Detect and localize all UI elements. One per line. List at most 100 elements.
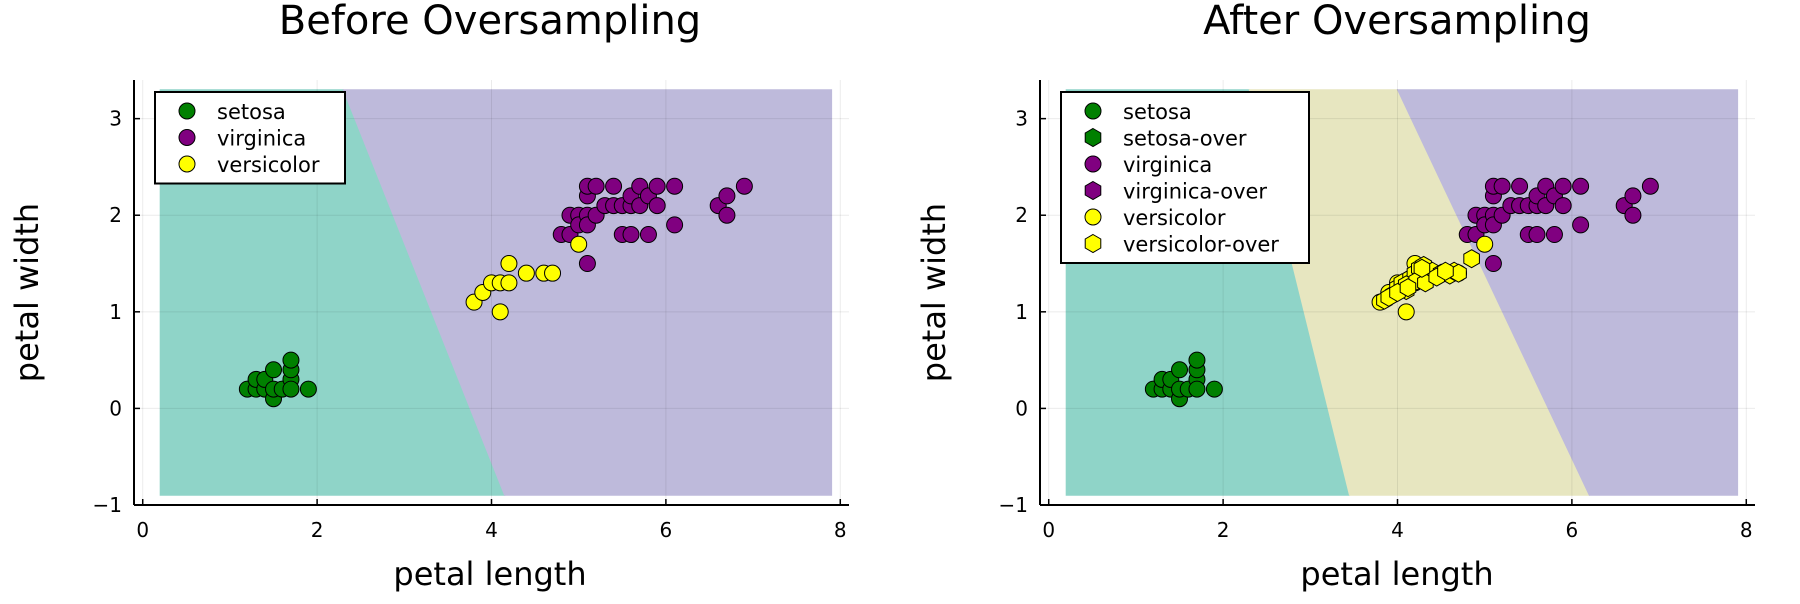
legend-marker-virginica [1084,155,1102,173]
legend-label-versicolor-over: versicolor-over [1123,233,1279,257]
series-versicolor [465,235,588,321]
legend-marker-versicolor [178,155,196,173]
x-tick-label: 0 [136,518,149,542]
legend-label-virginica: virginica [217,127,306,151]
legend-marker-setosa-over [1084,127,1102,148]
virginica-point [587,177,605,195]
virginica-point [578,255,596,273]
chart-title: Before Oversampling [279,0,701,44]
legend-box [1060,91,1310,264]
legend-label-versicolor: versicolor [1123,206,1226,230]
versicolor-point [570,235,588,253]
virginica-point [1554,177,1572,195]
legend-label-virginica: virginica [1123,153,1212,177]
chart-title: After Oversampling [1203,0,1591,44]
chart-panel-2: 0 2 4 6 8 −1 0 1 2 3 After Oversampling petal lengt… [915,0,1755,593]
legend-marker-setosa [1084,102,1102,120]
versicolor-point [1476,235,1494,253]
legend-marker-versicolor-over [1084,233,1102,254]
virginica-point [1572,216,1590,234]
legend-marker-virginica-over [1084,180,1102,201]
setosa-point [265,361,283,379]
series-setosa [238,351,317,408]
virginica-point [1511,177,1529,195]
virginica-point [622,226,640,244]
legend-label-setosa-over: setosa-over [1123,127,1247,151]
virginica-point [666,216,684,234]
setosa-point [282,380,300,398]
x-tick-label: 2 [1217,518,1230,542]
virginica-point [718,206,736,224]
y-axis-label: petal width [915,203,953,382]
x-tick-label: 8 [1740,518,1753,542]
y-tick-label: 1 [1015,300,1028,324]
y-axis-label: petal width [8,203,46,382]
setosa-point [299,380,317,398]
legend-label-virginica-over: virginica-over [1123,180,1267,204]
setosa-point [1188,351,1206,369]
virginica-point [1528,226,1546,244]
virginica-point [639,226,657,244]
legend-label-versicolor: versicolor [217,153,320,177]
y-tick-label: −1 [999,493,1028,517]
virginica-point [1624,187,1642,205]
legend-marker-setosa [178,102,196,120]
legend-marker-virginica [178,129,196,146]
virginica-point [718,187,736,205]
x-tick-label: 6 [1566,518,1579,542]
x-tick-label: 2 [311,518,324,542]
virginica-point [1493,177,1511,195]
setosa-point [1188,380,1206,398]
virginica-point [1572,177,1590,195]
y-tick-label: 0 [1015,396,1028,420]
x-tick-label: 0 [1042,518,1055,542]
versicolor-over-point [1463,249,1480,269]
y-tick-label: −1 [93,493,122,517]
y-tick-label: 3 [1015,107,1028,131]
legend-label-setosa: setosa [217,100,286,124]
virginica-point [605,177,623,195]
virginica-point [666,177,684,195]
versicolor-point [517,264,535,282]
virginica-point [648,197,666,215]
versicolor-point [500,274,518,292]
legend-label-setosa: setosa [1123,100,1192,124]
series-virginica [552,177,753,273]
versicolor-point [500,255,518,273]
y-tick-label: 2 [1015,203,1028,227]
virginica-point [1545,226,1563,244]
series-virginica [1458,177,1659,273]
x-tick-label: 6 [660,518,673,542]
virginica-point [1484,255,1502,273]
virginica-point [1554,197,1572,215]
versicolor-over-point [1399,278,1417,298]
y-tick-label: 2 [109,203,122,227]
y-tick-label: 0 [109,396,122,420]
legend-marker-versicolor [1084,208,1102,226]
versicolor-over-point [1437,261,1454,281]
virginica-point [648,177,666,195]
x-tick-label: 4 [1391,518,1404,542]
versicolor-over-point [1413,258,1431,278]
series-setosa [1144,351,1223,408]
chart-panel-1: 0 2 4 6 8 −1 0 1 2 3 Before Oversampling petal leng… [8,0,849,593]
versicolor-point [491,303,509,321]
series-versicolor-over [1376,249,1480,310]
setosa-point [1171,361,1189,379]
y-tick-label: 3 [109,107,122,131]
x-tick-label: 8 [834,518,847,542]
x-axis-label: petal length [1300,555,1493,593]
virginica-point [1641,177,1659,195]
setosa-point [282,351,300,369]
region-virginica [342,89,833,496]
x-axis-label: petal length [393,555,586,593]
virginica-point [735,177,753,195]
y-tick-label: 1 [109,300,122,324]
versicolor-point [1397,303,1415,321]
versicolor-point [544,264,562,282]
virginica-point [1624,206,1642,224]
